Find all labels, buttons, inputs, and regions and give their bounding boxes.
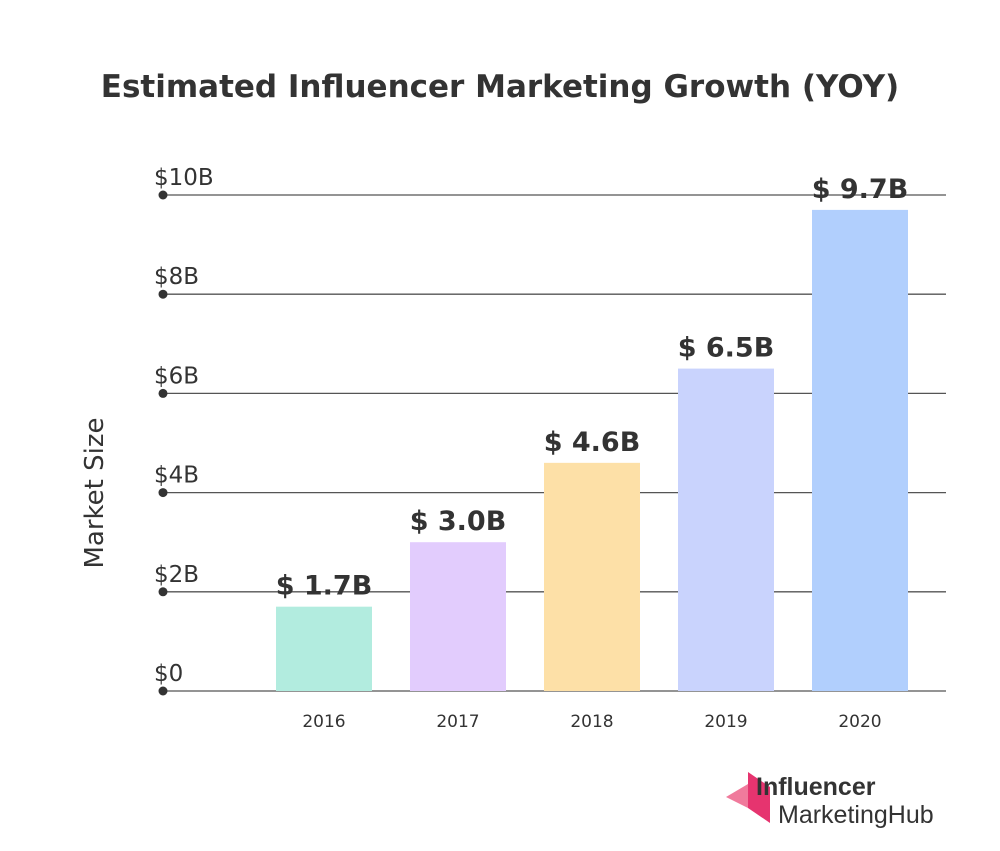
y-axis-ticks: $0 $2B $4B $6B $8B $10B xyxy=(154,165,214,687)
y-tick-label: $8B xyxy=(154,264,199,290)
bar-2020 xyxy=(812,209,908,691)
y-tick-label: $10B xyxy=(154,165,214,191)
bar-2018 xyxy=(544,462,640,691)
bar-value-label: $ 4.6B xyxy=(544,427,641,458)
x-tick-label: 2018 xyxy=(570,712,613,732)
gridline-dot xyxy=(158,587,168,597)
x-tick-label: 2016 xyxy=(302,712,345,732)
gridline-dot xyxy=(158,388,168,398)
bar-value-label: $ 1.7B xyxy=(276,571,373,602)
y-tick-label: $6B xyxy=(154,363,199,389)
bar-value-label: $ 3.0B xyxy=(410,506,507,537)
gridline-dot xyxy=(158,488,168,498)
bar-value-label: $ 6.5B xyxy=(678,333,775,364)
bars: $ 1.7B $ 3.0B $ 4.6B $ 6.5B $ 9.7B xyxy=(276,174,909,691)
brand-logo-icon-fold xyxy=(726,784,748,808)
bar-2019 xyxy=(678,368,774,691)
brand-name-line1: Influencer xyxy=(756,773,876,801)
x-axis-ticks: 2016 2017 2018 2019 2020 xyxy=(302,712,881,732)
gridline-dot xyxy=(158,289,168,299)
bar-value-label: $ 9.7B xyxy=(812,174,909,205)
x-tick-label: 2019 xyxy=(704,712,747,732)
y-axis-label: Market Size xyxy=(80,417,110,568)
y-tick-label: $4B xyxy=(154,463,199,489)
brand-logo-icon xyxy=(748,772,770,823)
x-tick-label: 2020 xyxy=(838,712,881,732)
y-tick-label: $2B xyxy=(154,562,199,588)
gridline-dot xyxy=(158,686,168,696)
bar-2017 xyxy=(410,542,506,691)
gridline-dot xyxy=(158,190,168,200)
brand-name-line2: MarketingHub xyxy=(778,801,934,829)
bar-2016 xyxy=(276,606,372,691)
y-tick-label: $0 xyxy=(154,661,183,687)
chart-title: Estimated Influencer Marketing Growth (Y… xyxy=(101,69,899,105)
x-tick-label: 2017 xyxy=(436,712,479,732)
brand-logo: Influencer MarketingHub xyxy=(726,772,934,829)
